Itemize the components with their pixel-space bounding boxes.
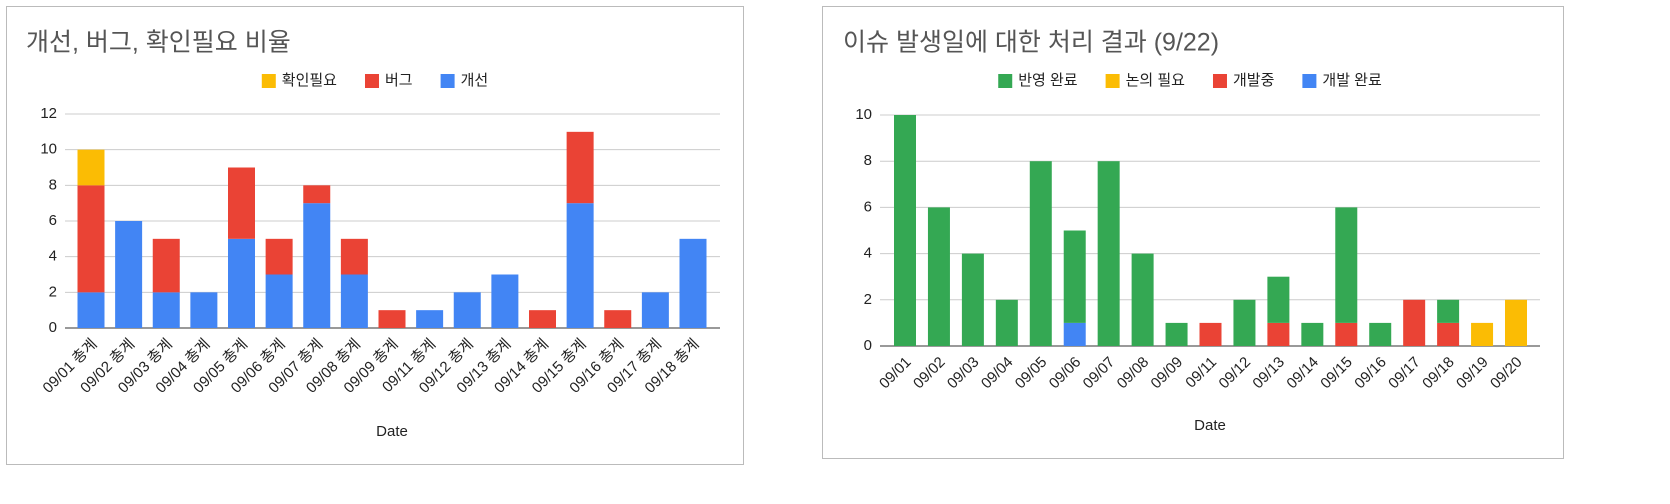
y-tick-label: 0 [864,337,872,354]
bar-segment [566,131,594,204]
bar-segment [995,299,1018,346]
bar-segment [1165,322,1188,346]
legend-label: 개발 완료 [1322,72,1382,89]
bar-segment [1267,276,1290,323]
bar-segment [604,310,632,328]
bar-segment [1335,322,1358,346]
legend-label: 논의 필요 [1126,72,1186,89]
bar-segment [927,207,950,346]
bar-segment [152,292,180,328]
legend-swatch [1302,74,1317,88]
bar-segment [529,310,556,328]
bar-segment [77,149,105,186]
y-tick-label: 4 [864,245,872,262]
bar-segment [1403,299,1426,346]
bar-segment [152,238,180,293]
legend-label: 확인필요 [282,72,337,89]
y-tick-label: 0 [49,319,57,336]
bar-segment [1369,322,1392,346]
chart-title: 이슈 발생일에 대한 처리 결과 (9/22) [843,29,1219,57]
y-tick-label: 6 [49,212,57,229]
y-tick-label: 10 [40,141,57,158]
legend-swatch [998,74,1013,88]
bar-segment [378,310,406,328]
bar-segment [190,292,218,328]
legend-swatch [440,74,455,88]
legend-label: 반영 완료 [1018,72,1078,89]
y-tick-label: 2 [49,283,57,300]
bar-segment [1471,322,1494,346]
bar-segment [1199,322,1222,346]
bar-segment [303,185,331,204]
bar-segment [416,310,444,328]
bar-segment [894,115,916,346]
bar-segment [1097,161,1120,346]
y-tick-label: 8 [49,176,57,193]
y-tick-label: 6 [864,198,872,215]
bar-segment [1437,299,1460,323]
bar-segment [566,203,594,328]
bar-segment [1301,322,1324,346]
y-tick-label: 10 [855,106,872,123]
legend-label: 개발중 [1233,72,1274,89]
bar-segment [1233,299,1256,346]
legend-label: 버그 [385,72,413,89]
bar-segment [1063,230,1086,323]
bar-segment [340,238,368,275]
y-tick-label: 8 [864,152,872,169]
bar-segment [641,292,669,328]
bar-segment [1335,207,1358,323]
bar-segment [679,238,707,328]
bar-segment [77,292,105,328]
bar-segment [340,274,368,328]
bar-segment [1505,299,1527,346]
bar-segment [228,238,255,328]
bar-segment [265,238,293,275]
bar-segment [1267,322,1290,346]
y-tick-label: 12 [40,105,57,122]
bar-segment [1437,322,1460,346]
legend-swatch [1105,74,1120,88]
legend-label: 개선 [461,72,489,89]
x-axis-label: Date [1194,417,1226,434]
legend-swatch [1212,74,1227,88]
bar-segment [303,203,331,328]
bar-segment [77,185,105,293]
legend-swatch [261,74,276,88]
bar-segment [491,274,519,328]
bar-segment [115,221,143,328]
bar-segment [961,253,984,346]
bar-segment [265,274,293,328]
chart-title: 개선, 버그, 확인필요 비율 [26,29,291,57]
y-tick-label: 2 [864,291,872,308]
x-axis-label: Date [376,423,408,440]
bar-segment [228,167,255,239]
bar-segment [1131,253,1154,346]
bar-segment [1029,161,1052,346]
legend-swatch [364,74,379,88]
y-tick-label: 4 [49,248,57,265]
bar-segment [1063,322,1086,346]
bar-segment [453,292,481,328]
